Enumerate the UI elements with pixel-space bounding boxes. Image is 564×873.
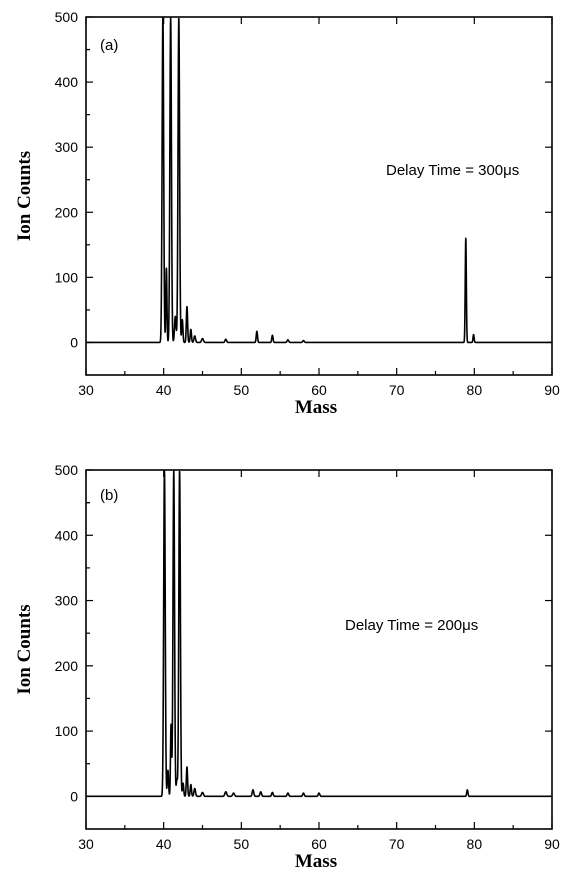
panel-label: (a) (100, 37, 118, 54)
x-tick-label: 80 (467, 836, 483, 852)
spectrum-line (86, 17, 552, 344)
y-tick-label: 200 (55, 658, 79, 674)
x-tick-label: 60 (311, 382, 327, 398)
x-tick-label: 80 (467, 382, 483, 398)
x-tick-label: 30 (78, 836, 94, 852)
spectrum-line (86, 470, 552, 798)
y-tick-label: 400 (55, 74, 79, 90)
x-tick-label: 40 (156, 382, 172, 398)
y-tick-label: 200 (55, 204, 79, 220)
y-tick-label: 500 (55, 9, 79, 25)
y-tick-label: 300 (55, 593, 79, 609)
chart-panel-a: 30 40 50 60 70 80 90 0 100 200 300 400 500 Mass Ion Co… (14, 9, 560, 418)
y-tick-label: 400 (55, 527, 79, 543)
x-tick-label: 90 (544, 382, 560, 398)
x-tick-label: 70 (389, 382, 405, 398)
x-tick-label: 70 (389, 836, 405, 852)
y-tick-label: 0 (70, 788, 78, 804)
y-tick-label: 500 (55, 462, 79, 478)
x-axis-title: Mass (295, 851, 337, 872)
x-tick-label: 40 (156, 836, 172, 852)
x-tick-label: 30 (78, 382, 94, 398)
y-axis-title: Ion Counts (14, 604, 35, 694)
x-tick-label: 60 (311, 836, 327, 852)
delay-time-annotation: Delay Time = 200μs (345, 617, 478, 634)
y-tick-label: 300 (55, 139, 79, 155)
chart-panel-b: 30 40 50 60 70 80 90 0 100 200 300 400 500 Mass Ion Co… (14, 462, 560, 872)
delay-time-annotation: Delay Time = 300μs (386, 162, 519, 179)
x-tick-label: 90 (544, 836, 560, 852)
y-axis-title: Ion Counts (14, 151, 35, 241)
panel-label: (b) (100, 487, 118, 504)
y-tick-label: 100 (55, 269, 79, 285)
x-tick-label: 50 (234, 382, 250, 398)
y-tick-label: 100 (55, 723, 79, 739)
x-tick-label: 50 (234, 836, 250, 852)
plot-frame (85, 469, 553, 830)
plot-frame (85, 16, 553, 376)
x-axis-title: Mass (295, 397, 337, 418)
y-tick-label: 0 (70, 334, 78, 350)
